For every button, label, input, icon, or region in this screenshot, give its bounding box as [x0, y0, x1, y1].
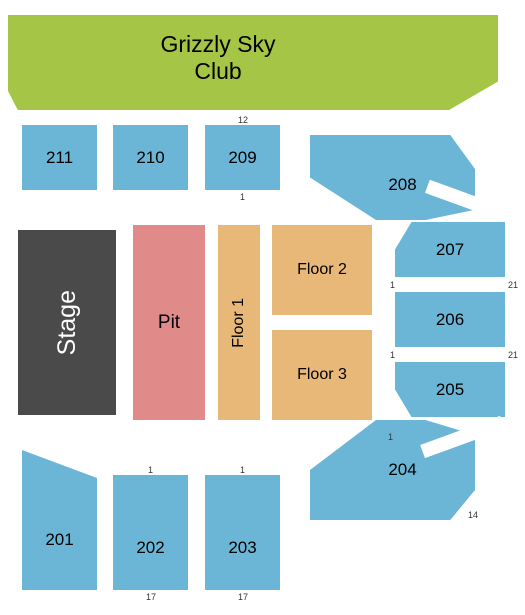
section-202[interactable]: 202: [113, 475, 188, 590]
stage: Stage: [18, 230, 116, 415]
row-num-204-b: 14: [468, 510, 478, 520]
section-210[interactable]: 210: [113, 125, 188, 190]
row-num-206-r: 21: [508, 350, 518, 360]
sky-club-section[interactable]: Grizzly Sky Club: [8, 15, 498, 110]
row-num-209-bot: 1: [240, 192, 245, 202]
row-num-207-r: 21: [508, 280, 518, 290]
floor-3-label: Floor 3: [297, 366, 347, 384]
section-203[interactable]: 203: [205, 475, 280, 590]
floor-2-label: Floor 2: [297, 261, 347, 279]
section-206[interactable]: 206: [395, 292, 505, 347]
row-num-203-t: 1: [240, 465, 245, 475]
section-201-label: 201: [45, 530, 73, 550]
section-207-label: 207: [436, 240, 464, 260]
stage-label: Stage: [53, 290, 82, 355]
section-202-label: 202: [136, 538, 164, 558]
pit-label: Pit: [158, 312, 180, 334]
section-211-label: 211: [46, 148, 73, 168]
section-208[interactable]: 208: [310, 135, 475, 220]
section-203-label: 203: [228, 538, 256, 558]
section-209[interactable]: 209: [205, 125, 280, 190]
row-num-209-top: 12: [238, 115, 248, 125]
section-211[interactable]: 211: [22, 125, 97, 190]
row-num-203-b: 17: [238, 592, 248, 602]
section-210-label: 210: [136, 148, 164, 168]
row-num-206-l: 1: [390, 350, 395, 360]
row-num-202-b: 17: [146, 592, 156, 602]
section-205-label: 205: [436, 380, 464, 400]
floor-3[interactable]: Floor 3: [272, 330, 372, 420]
section-206-label: 206: [436, 310, 464, 330]
row-num-207-l: 1: [390, 280, 395, 290]
row-num-202-t: 1: [148, 465, 153, 475]
section-204-label: 204: [388, 460, 416, 480]
section-207[interactable]: 207: [395, 222, 505, 277]
row-num-204-t: 1: [388, 432, 393, 442]
floor-2[interactable]: Floor 2: [272, 225, 372, 315]
floor-1-label: Floor 1: [230, 298, 248, 348]
sky-club-label: Grizzly Sky Club: [161, 31, 276, 84]
seating-chart: Grizzly Sky Club 211 210 209 12 1 208 20…: [0, 0, 525, 615]
section-201[interactable]: 201: [22, 450, 97, 590]
pit-section[interactable]: Pit: [133, 225, 205, 420]
section-209-label: 209: [228, 148, 256, 168]
section-205[interactable]: 205: [395, 362, 505, 417]
section-208-label: 208: [388, 175, 416, 195]
floor-1[interactable]: Floor 1: [218, 225, 260, 420]
